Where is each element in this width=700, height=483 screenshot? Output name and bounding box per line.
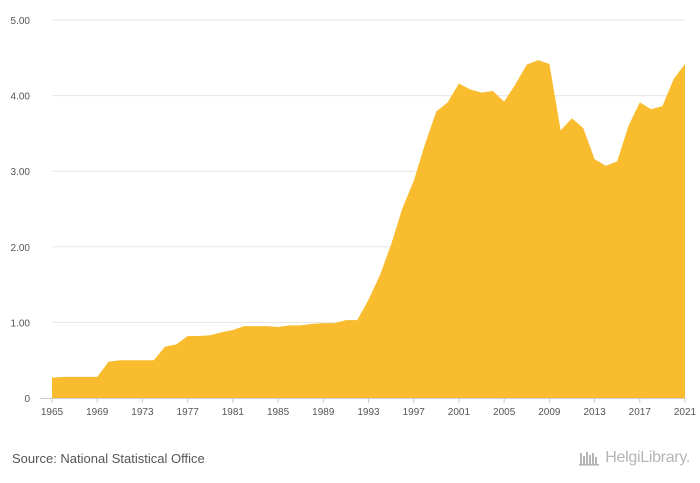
x-tick-label: 1969 bbox=[86, 407, 109, 418]
x-tick-label: 1989 bbox=[312, 407, 335, 418]
x-tick-label: 2017 bbox=[629, 407, 652, 418]
x-tick-label: 1973 bbox=[131, 407, 154, 418]
x-tick-label: 1997 bbox=[403, 407, 426, 418]
y-tick-label: 0 bbox=[24, 394, 30, 405]
x-tick-label: 2009 bbox=[538, 407, 561, 418]
brand-name: HelgiLibrary. bbox=[605, 449, 690, 466]
y-tick-label: 4.00 bbox=[11, 92, 31, 103]
x-tick-label: 1993 bbox=[357, 407, 380, 418]
y-tick-label: 3.00 bbox=[11, 167, 31, 178]
source-note: Source: National Statistical Office bbox=[12, 451, 205, 466]
y-axis-ticks: 0 1.00 2.00 3.00 4.00 5.00 bbox=[11, 16, 31, 405]
x-tick-label: 1965 bbox=[41, 407, 64, 418]
x-tick-label: 1977 bbox=[177, 407, 200, 418]
x-tick-label: 2001 bbox=[448, 407, 471, 418]
x-tick-label: 1985 bbox=[267, 407, 290, 418]
area-series-fill bbox=[52, 60, 685, 398]
y-tick-label: 5.00 bbox=[11, 16, 31, 27]
area-series bbox=[52, 60, 685, 398]
brand-logo: HelgiLibrary. bbox=[579, 449, 690, 467]
x-tick-label: 2013 bbox=[583, 407, 606, 418]
x-tick-label: 1981 bbox=[222, 407, 245, 418]
x-tick-label: 2005 bbox=[493, 407, 516, 418]
x-tick-label: 2021 bbox=[674, 407, 697, 418]
library-icon bbox=[579, 452, 600, 466]
y-tick-label: 2.00 bbox=[11, 243, 31, 254]
y-tick-label: 1.00 bbox=[11, 318, 31, 329]
x-axis-ticks: 1965 1969 1973 1977 1981 1985 1989 1993 1997 2001… bbox=[41, 398, 697, 418]
